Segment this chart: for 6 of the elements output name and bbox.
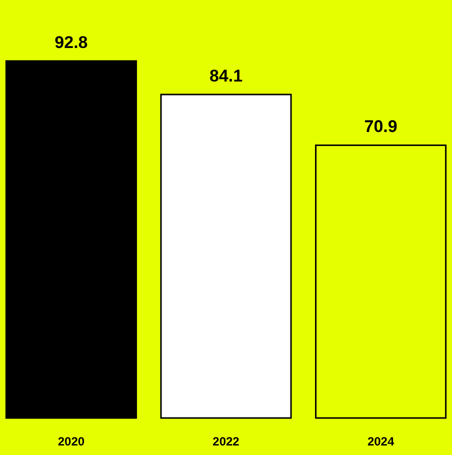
data-label: 84.1 bbox=[209, 66, 243, 86]
x-tick-label: 2024 bbox=[367, 434, 394, 448]
x-tick-label: 2022 bbox=[212, 434, 240, 448]
data-label: 70.9 bbox=[364, 117, 398, 136]
x-tick-label: 2020 bbox=[58, 434, 85, 448]
data-label: 92.8 bbox=[54, 33, 88, 52]
